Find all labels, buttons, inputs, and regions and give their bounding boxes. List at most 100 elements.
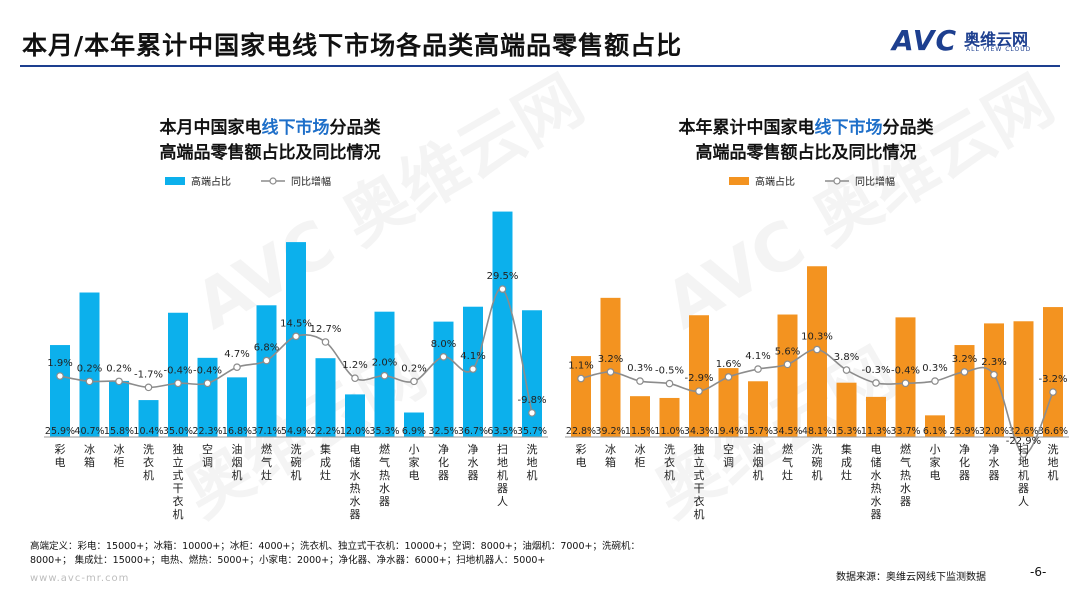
growth-point xyxy=(842,366,851,374)
chart-title-line2: 高端品零售额占比及同比情况 xyxy=(160,142,381,163)
growth-point xyxy=(469,365,477,373)
growth-value-label: -0.5% xyxy=(655,366,684,377)
growth-value-label: -22.9% xyxy=(1006,436,1041,447)
growth-point xyxy=(901,379,910,388)
bar xyxy=(895,317,916,437)
growth-value-label: 1.2% xyxy=(342,360,367,371)
growth-point xyxy=(695,387,703,395)
bar-value-label: 35.3% xyxy=(369,426,399,437)
bar-value-label: 34.3% xyxy=(684,426,714,437)
growth-point xyxy=(960,368,969,376)
growth-point xyxy=(85,377,94,386)
growth-value-label: 0.3% xyxy=(627,363,652,374)
growth-value-label: 0.2% xyxy=(401,363,426,374)
legend-bar-swatch xyxy=(729,177,749,185)
bar-value-label: 32.0% xyxy=(979,426,1009,437)
growth-value-label: -0.3% xyxy=(861,365,890,376)
bar xyxy=(689,315,709,437)
growth-value-label: 1.9% xyxy=(47,358,72,369)
bar xyxy=(256,305,277,437)
legend-line-marker xyxy=(269,177,277,185)
bar xyxy=(1013,321,1034,437)
growth-point xyxy=(872,379,880,387)
bar-value-label: 40.7% xyxy=(74,426,104,437)
bar xyxy=(227,377,247,437)
footnote: 高端定义：彩电：15000+；冰箱：10000+；冰柜：4000+；洗衣机、独立… xyxy=(30,541,640,566)
growth-point xyxy=(115,377,123,386)
growth-value-label: 0.2% xyxy=(77,363,102,374)
growth-value-label: -3.2% xyxy=(1038,374,1067,385)
bar-value-label: 32.5% xyxy=(428,426,458,437)
growth-value-label: 3.8% xyxy=(834,352,859,363)
category-label: 洗碗机 xyxy=(812,443,823,482)
page-title: 本月/本年累计中国家电线下市场各品类高端品零售额占比 xyxy=(22,31,683,60)
growth-value-label: -0.4% xyxy=(891,365,920,376)
bar xyxy=(197,357,218,437)
category-label: 电储水热水器 xyxy=(871,443,882,521)
bar-value-label: 22.3% xyxy=(192,426,222,437)
bar-value-label: 35.7% xyxy=(517,426,547,437)
growth-point xyxy=(990,370,998,379)
legend-bar-label: 高端占比 xyxy=(191,175,231,188)
category-label: 扫地机器人 xyxy=(1018,443,1029,508)
page-number: -6- xyxy=(1030,565,1047,579)
growth-value-label: 14.5% xyxy=(280,318,312,329)
bar xyxy=(866,396,886,437)
growth-point xyxy=(262,356,271,365)
growth-point xyxy=(56,372,64,380)
growth-value-label: -2.9% xyxy=(684,373,713,384)
bar-value-label: 11.5% xyxy=(625,426,655,437)
growth-point xyxy=(813,345,821,354)
category-label: 冰柜 xyxy=(635,443,646,469)
growth-point xyxy=(783,360,792,369)
growth-value-label: -1.7% xyxy=(134,369,163,380)
category-label: 彩电 xyxy=(576,443,587,469)
bar xyxy=(954,345,975,437)
category-label: 净水器 xyxy=(989,442,1000,482)
growth-point xyxy=(724,373,733,381)
growth-value-label: 12.7% xyxy=(310,324,342,335)
category-label: 小家电 xyxy=(930,443,941,482)
category-label: 集成灶 xyxy=(320,442,331,482)
header-divider xyxy=(20,65,1060,67)
growth-point xyxy=(439,352,448,361)
bar xyxy=(168,312,188,437)
growth-value-label: 8.0% xyxy=(431,339,456,350)
category-label: 洗衣机 xyxy=(664,443,675,482)
category-label: 洗衣机 xyxy=(143,443,154,482)
bar-value-label: 34.5% xyxy=(772,426,802,437)
growth-value-label: 29.5% xyxy=(487,271,519,282)
bar xyxy=(345,394,365,437)
bar xyxy=(109,380,129,437)
bar xyxy=(492,211,513,437)
growth-value-label: 4.1% xyxy=(745,351,770,362)
category-label: 彩电 xyxy=(55,443,66,469)
category-label: 燃气热水器 xyxy=(379,442,390,508)
bar-value-label: 15.7% xyxy=(743,426,773,437)
bar-value-label: 63.5% xyxy=(487,426,517,437)
growth-value-label: 2.0% xyxy=(372,358,397,369)
category-label: 独立式干衣机 xyxy=(173,443,184,521)
bar xyxy=(718,368,739,437)
category-label: 净化器 xyxy=(438,442,449,482)
bar-value-label: 6.1% xyxy=(923,426,947,437)
category-label: 小家电 xyxy=(409,443,420,482)
growth-value-label: 3.2% xyxy=(952,354,977,365)
bar xyxy=(925,415,945,437)
bar-value-label: 32.6% xyxy=(1008,426,1038,437)
data-source: 数据来源：奥维云网线下监测数据 xyxy=(836,572,986,583)
growth-point xyxy=(1019,450,1028,458)
bar-value-label: 48.1% xyxy=(802,426,832,437)
logo-cn-text: 奥维云网 xyxy=(964,30,1029,49)
growth-value-label: 3.2% xyxy=(598,354,623,365)
bar-value-label: 15.8% xyxy=(104,426,134,437)
bar xyxy=(630,396,650,437)
growth-point xyxy=(321,338,330,346)
website-url[interactable]: www.avc-mr.com xyxy=(30,573,130,584)
bar-value-label: 54.9% xyxy=(281,426,311,437)
bar xyxy=(404,412,424,437)
bar-value-label: 11.3% xyxy=(861,426,891,437)
legend-bar-swatch xyxy=(165,177,185,185)
growth-point xyxy=(174,379,182,388)
bar-value-label: 19.4% xyxy=(713,426,743,437)
